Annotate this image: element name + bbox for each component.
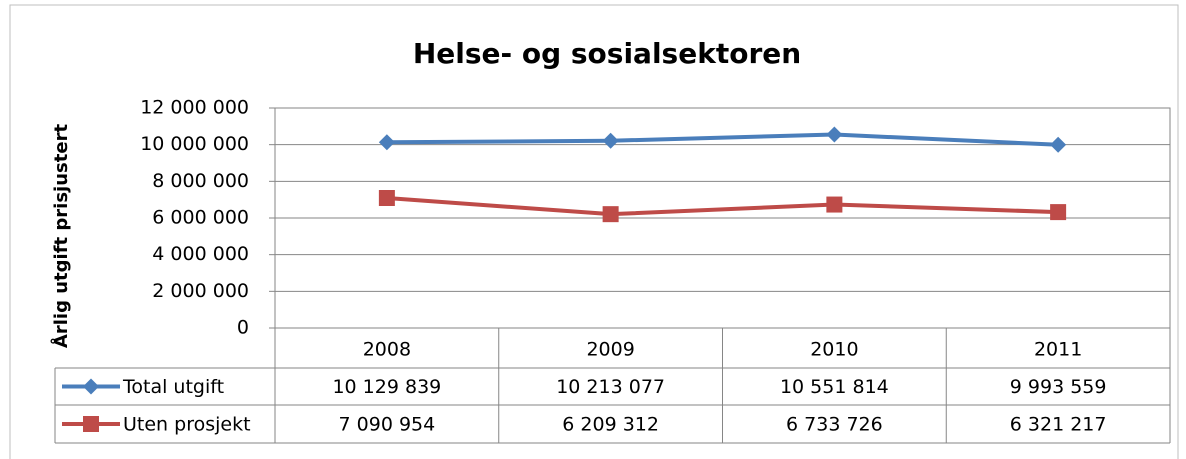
- table-value: 10 551 814: [780, 376, 889, 398]
- y-tick-label: 12 000 000: [140, 97, 249, 119]
- table-value: 7 090 954: [339, 414, 436, 436]
- y-axis-label: Årlig utgift prisjustert: [49, 124, 72, 349]
- data-point: [602, 132, 619, 149]
- data-point: [378, 134, 395, 151]
- y-tick-label: 10 000 000: [140, 133, 249, 155]
- y-tick-label: 6 000 000: [152, 207, 249, 229]
- legend-key-marker: [83, 416, 99, 432]
- table-value: 10 129 839: [332, 376, 441, 398]
- table-value: 9 993 559: [1010, 376, 1107, 398]
- table-value: 10 213 077: [556, 376, 665, 398]
- series-line: [386, 196, 1059, 217]
- x-tick-label: 2010: [810, 339, 858, 361]
- x-tick-label: 2011: [1034, 339, 1082, 361]
- data-point: [1050, 204, 1067, 221]
- y-tick-label: 2 000 000: [152, 280, 249, 302]
- y-tick-label: 8 000 000: [152, 170, 249, 192]
- data-point: [602, 206, 619, 223]
- chart-title: Helse- og sosialsektoren: [413, 37, 801, 70]
- table-value: 6 733 726: [786, 414, 883, 436]
- table-value: 6 209 312: [562, 414, 659, 436]
- series-line: [386, 132, 1059, 147]
- table-value: 6 321 217: [1010, 414, 1107, 436]
- data-point: [826, 126, 843, 143]
- x-tick-label: 2009: [586, 339, 634, 361]
- legend-label: Total utgift: [122, 376, 224, 398]
- data-point: [1050, 136, 1067, 153]
- x-tick-label: 2008: [363, 339, 411, 361]
- y-tick-label: 0: [237, 317, 249, 339]
- legend-key-marker: [83, 378, 99, 395]
- y-tick-label: 4 000 000: [152, 243, 249, 265]
- legend-label: Uten prosjekt: [123, 414, 251, 436]
- data-point: [378, 189, 395, 206]
- chart-frame: [9, 4, 1179, 459]
- data-point: [826, 196, 843, 213]
